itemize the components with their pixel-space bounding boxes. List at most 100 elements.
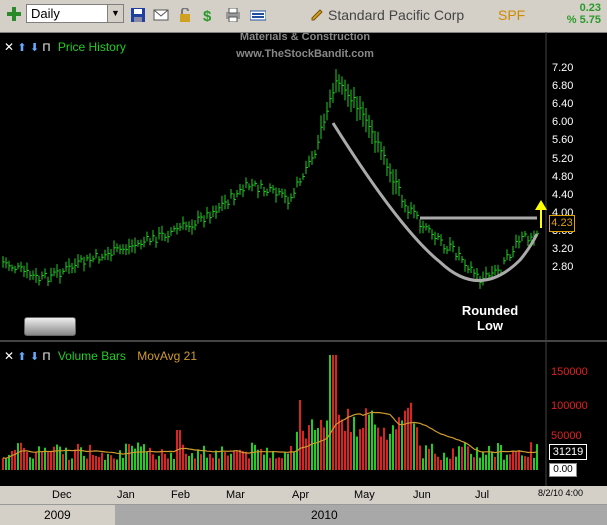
volume-bar [497,443,499,470]
volume-bar [59,446,61,470]
close-icon[interactable]: ✕ [4,349,15,363]
volume-bar [122,457,124,470]
volume-bar [272,451,274,470]
volume-bar [110,455,112,470]
svg-text:$: $ [203,8,212,22]
volume-bar [422,458,424,470]
price-tick: 3.20 [552,243,574,255]
year-2010-band [115,504,607,525]
volume-bar [530,442,532,470]
dollar-icon[interactable]: $ [201,8,217,22]
volume-bar [155,459,157,470]
arrow-down-icon[interactable]: ⬇ [29,351,40,363]
volume-bar [491,452,493,470]
volume-bar [251,442,253,470]
volume-bar [35,451,37,470]
volume-bar [398,417,400,470]
volume-bar [161,449,163,470]
volume-bar [80,447,82,470]
vol-tick-100000: 100000 [551,400,588,412]
pin-icon[interactable]: Π [42,351,51,363]
stock-chart [0,32,607,486]
month-jul: Jul [475,489,490,501]
volume-bar [341,419,343,470]
volume-bar [275,458,277,470]
volume-bar [440,459,442,470]
period-select[interactable]: Daily ▼ [26,4,124,23]
price-panel-header: ✕ ⬆ ⬇ Π Price History [4,40,126,54]
scroll-slider[interactable] [24,317,76,336]
arrow-down-icon[interactable]: ⬇ [29,42,40,54]
volume-bar [137,442,139,470]
volume-bar [503,459,505,470]
volume-bar [425,445,427,470]
volume-bar [29,457,31,470]
volume-bar [386,439,388,470]
volume-bar [149,447,151,470]
volume-bar [257,449,259,470]
timestamp: 8/2/10 4:00 [538,488,584,498]
lock-icon[interactable] [177,8,193,22]
volume-bar [62,454,64,470]
year-2010: 2010 [311,508,338,522]
volume-bar [281,458,283,470]
moving-average-label: MovAvg 21 [137,349,198,363]
volume-bar [266,447,268,470]
close-icon[interactable]: ✕ [4,40,15,54]
pin-icon[interactable]: Π [42,42,51,54]
volume-bar [458,446,460,470]
volume-bar [299,400,301,470]
volume-bar [284,451,286,470]
change-absolute: 0.23 [579,2,601,14]
volume-bar [446,457,448,470]
year-row: 2009 2010 [0,504,607,525]
volume-bar [185,453,187,470]
volume-bar [140,446,142,470]
month-jan: Jan [117,489,135,501]
volume-bar [245,451,247,470]
volume-bar [509,454,511,470]
volume-bar [434,453,436,470]
volume-bar [383,427,385,470]
arrow-up-icon[interactable]: ⬆ [17,351,27,363]
volume-bar [479,457,481,470]
volume-bar [38,446,40,470]
volume-bar [11,451,13,470]
print-icon[interactable] [225,8,241,22]
volume-bar [527,456,529,470]
price-tick: 6.00 [552,116,574,129]
volume-bar [350,431,352,470]
arrow-up-icon[interactable]: ⬆ [17,42,27,54]
volume-bar [95,455,97,470]
volume-bar [215,450,217,470]
save-icon[interactable] [130,8,146,22]
add-icon[interactable] [6,6,22,22]
volume-bar [416,427,418,470]
month-jun: Jun [413,489,431,501]
price-tick: 5.20 [552,152,574,165]
period-value: Daily [31,6,60,21]
volume-bar [524,456,526,470]
volume-bar [173,458,175,470]
volume-bar [470,453,472,470]
volume-bar [170,452,172,470]
change-percent: % 5.75 [566,14,601,26]
volume-bar [410,402,412,470]
price-tick: 5.60 [552,134,574,147]
volume-bar [365,408,367,470]
keyboard-icon[interactable] [250,8,266,22]
chevron-down-icon[interactable]: ▼ [107,5,123,22]
pencil-icon[interactable] [310,8,324,22]
volume-bar [308,425,310,470]
volume-bar [371,410,373,470]
price-tick: 6.80 [552,80,574,93]
yellow-up-arrow [535,200,547,228]
volume-bar [488,445,490,470]
volume-bar [290,445,292,470]
price-tick: 4.80 [552,170,574,183]
volume-bar [23,447,25,470]
volume-bar [338,414,340,470]
mail-icon[interactable] [153,8,169,22]
volume-bar [512,451,514,470]
volume-bar [359,429,361,470]
